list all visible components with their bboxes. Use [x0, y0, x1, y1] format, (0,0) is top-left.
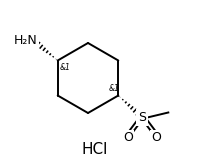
- Text: HCl: HCl: [82, 142, 108, 158]
- Text: S: S: [138, 111, 146, 124]
- Text: &1: &1: [60, 63, 71, 72]
- Text: &1: &1: [108, 84, 119, 93]
- Text: O: O: [123, 131, 133, 144]
- Text: H₂N: H₂N: [14, 34, 38, 47]
- Text: O: O: [151, 131, 161, 144]
